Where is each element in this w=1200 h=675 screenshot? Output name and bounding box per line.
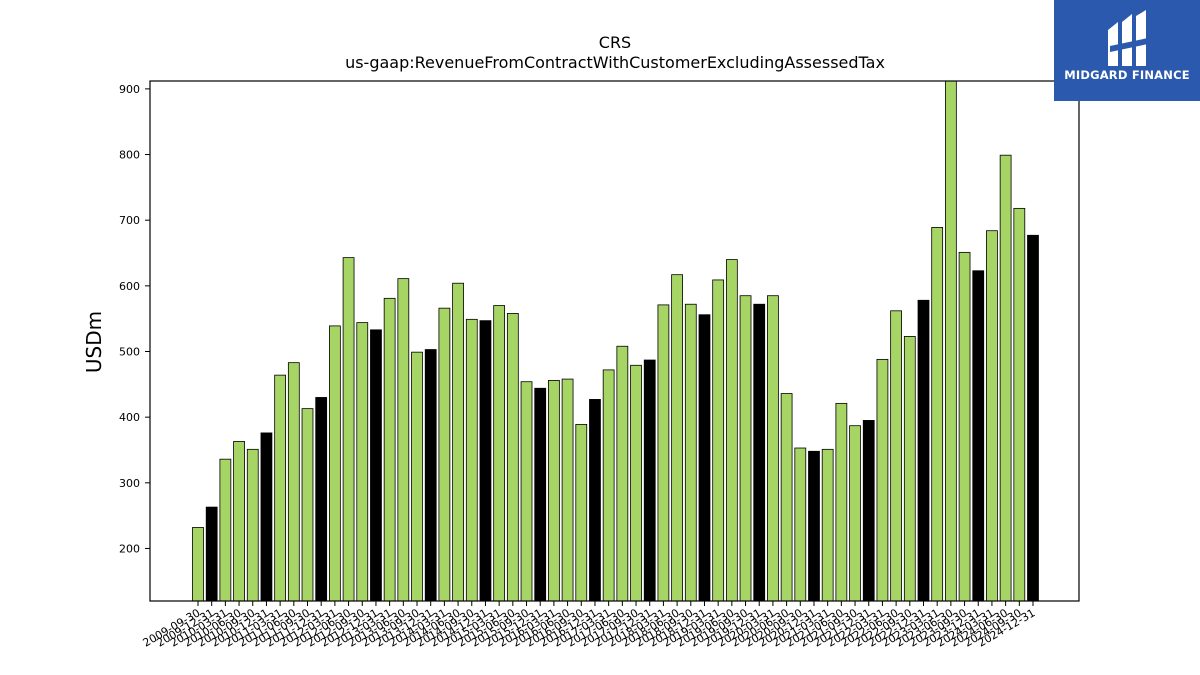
bar-2011-06-30 [287, 362, 300, 602]
y-tick-label: 600 [119, 280, 140, 293]
bar-2013-12-31 [424, 349, 437, 602]
bar-2024-06-30 [999, 154, 1012, 602]
midgard-logo-icon [1108, 10, 1148, 66]
chart-subtitle: us-gaap:RevenueFromContractWithCustomerE… [345, 53, 885, 72]
bar-2020-03-31 [767, 295, 779, 602]
bar-2012-12-31 [370, 329, 382, 602]
bar-2019-12-31 [753, 303, 766, 602]
bar-2017-12-31 [643, 359, 656, 602]
bar-2011-03-31 [274, 374, 287, 602]
bar-2022-12-31 [917, 299, 930, 602]
bar-2021-09-30 [849, 425, 861, 602]
bars-group [192, 80, 1039, 602]
bar-2013-06-30 [397, 278, 410, 602]
bar-2018-03-31 [657, 304, 670, 602]
y-tick-label: 900 [119, 83, 140, 96]
bar-2010-12-31 [260, 432, 273, 602]
bar-2014-06-30 [452, 282, 464, 602]
bar-2013-09-30 [411, 351, 423, 602]
y-tick-label: 700 [119, 214, 140, 227]
bar-2022-03-31 [876, 358, 889, 602]
bar-2015-09-30 [520, 381, 533, 602]
bar-2023-06-30 [944, 80, 957, 602]
bar-2015-03-31 [493, 305, 506, 602]
bar-2011-12-31 [315, 397, 328, 602]
y-tick-label: 800 [119, 149, 140, 162]
bar-2024-09-30 [1013, 207, 1026, 602]
bar-2016-03-31 [548, 379, 560, 602]
y-axis: 200 300 400 500 600 700 800 900 [119, 83, 150, 555]
bar-2017-09-30 [630, 364, 642, 602]
bar-2024-12-31 [1027, 234, 1039, 602]
logo-text: MIDGARD FINANCE [1064, 68, 1190, 82]
bar-2017-03-31 [602, 369, 615, 602]
bar-2011-09-30 [301, 408, 314, 602]
bar-2021-12-31 [862, 420, 875, 602]
bar-2015-12-31 [534, 387, 547, 602]
bar-2014-12-31 [479, 320, 492, 602]
bar-2016-09-30 [575, 423, 588, 602]
bar-2016-06-30 [561, 378, 574, 602]
bar-2022-09-30 [903, 335, 916, 602]
bar-2017-06-30 [616, 345, 629, 602]
bar-2020-09-30 [794, 447, 807, 602]
bar-2010-06-30 [233, 441, 245, 602]
y-axis-label: USDm [82, 311, 106, 373]
midgard-finance-logo: MIDGARD FINANCE [1054, 0, 1200, 101]
bar-2019-09-30 [739, 295, 752, 602]
chart-title: CRS [599, 33, 631, 52]
bar-2016-12-31 [589, 399, 601, 602]
plot-frame [149, 80, 1080, 602]
bar-2020-06-30 [780, 393, 793, 602]
bar-2012-09-30 [356, 322, 369, 602]
bar-2010-09-30 [246, 448, 259, 602]
bar-2020-12-31 [808, 450, 820, 602]
y-tick-label: 200 [119, 542, 140, 555]
bar-2015-06-30 [506, 313, 519, 602]
bar-2012-06-30 [342, 257, 355, 602]
bar-2014-03-31 [438, 307, 451, 602]
bar-2023-09-30 [958, 251, 971, 602]
bar-2018-09-30 [684, 303, 697, 602]
y-tick-label: 500 [119, 346, 140, 359]
bar-2018-12-31 [698, 314, 711, 602]
y-tick-label: 300 [119, 477, 140, 490]
x-axis: 2009-09-302009-12-312010-03-312010-06-30… [141, 601, 1038, 650]
bar-2019-03-31 [712, 279, 725, 602]
bar-2023-12-31 [972, 270, 985, 602]
bar-2023-03-31 [931, 227, 944, 602]
bar-2024-03-31 [986, 230, 998, 602]
bar-2018-06-30 [671, 274, 683, 602]
bar-2021-06-30 [835, 402, 848, 602]
bar-2010-03-31 [219, 458, 232, 602]
bar-2022-06-30 [890, 310, 902, 602]
bar-2021-03-31 [821, 448, 834, 602]
bar-2012-03-31 [329, 325, 341, 602]
bar-2014-09-30 [465, 318, 478, 602]
bar-2019-06-30 [725, 259, 738, 602]
bar-2009-09-30 [192, 527, 204, 602]
y-tick-label: 400 [119, 411, 140, 424]
bar-2009-12-31 [205, 506, 218, 602]
bar-2013-03-31 [383, 297, 396, 602]
